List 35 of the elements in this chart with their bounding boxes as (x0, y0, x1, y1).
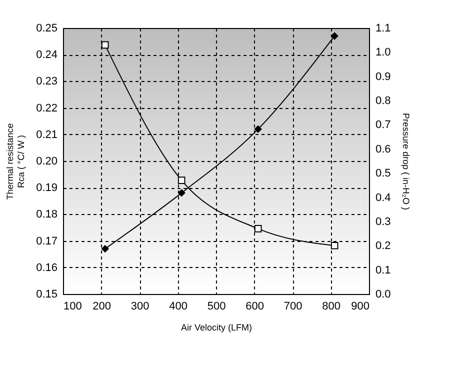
y-tick-label: 0.24 (36, 49, 58, 62)
y2-tick-label: 0.5 (376, 168, 391, 180)
y2-tick-label: 0.8 (376, 95, 391, 108)
y-tick-label: 0.22 (36, 102, 58, 114)
x-tick-label: 300 (130, 300, 150, 312)
y2-tick-label: 0.0 (376, 288, 391, 300)
y2-tick-label: 0.2 (376, 240, 391, 252)
x-axis-title: Air Velocity (LFM) (180, 322, 252, 332)
y2-tick-label: 1.0 (376, 46, 391, 59)
y-tick-label: 0.16 (36, 262, 58, 274)
y-tick-label: 0.15 (36, 288, 58, 300)
y-tick-label: 0.20 (36, 156, 58, 168)
y2-tick-label: 0.1 (376, 264, 391, 276)
x-tick-label: 600 (246, 300, 264, 312)
x-tick-label: 700 (284, 300, 302, 312)
y2-tick-label: 0.6 (376, 143, 391, 156)
y-tick-label: 0.18 (36, 208, 58, 221)
y-tick-label: 0.17 (36, 235, 58, 248)
y-tick-label: 0.21 (36, 128, 58, 141)
x-tick-label: 100 (64, 300, 82, 312)
y-tick-label: 0.19 (36, 182, 58, 194)
y2-axis-title: Pressure drop ( in-H₂O ) (400, 112, 411, 210)
y-axis-title: Thermal resistance Rca ( °C/ W ) (5, 123, 26, 200)
x-tick-label: 200 (92, 300, 111, 312)
y-tick-label: 0.23 (36, 76, 58, 88)
y2-tick-label: 0.9 (376, 70, 391, 83)
y-tick-label: 0.25 (36, 22, 58, 34)
x-tick-label: 500 (207, 300, 226, 312)
y2-tick-label: 1.1 (376, 22, 391, 34)
y2-tick-label: 0.7 (376, 119, 391, 132)
y2-tick-label: 0.3 (376, 216, 391, 228)
x-tick-label: 900 (351, 300, 370, 312)
y2-tick-label: 0.4 (376, 192, 391, 204)
x-tick-label: 800 (322, 300, 340, 312)
x-tick-label: 400 (169, 300, 188, 312)
